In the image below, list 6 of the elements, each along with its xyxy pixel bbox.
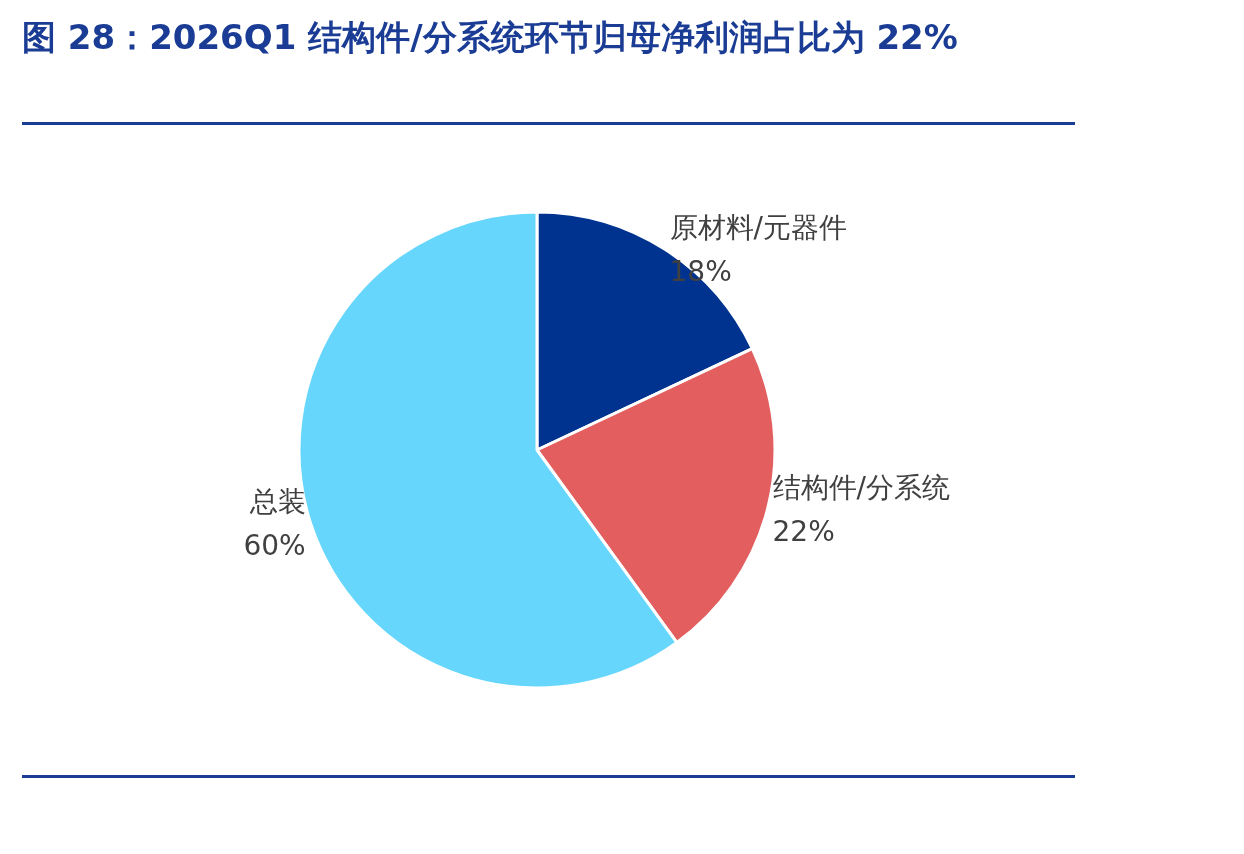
data-label: 22% [772,514,835,548]
data-label: 60% [243,529,306,563]
slice-label: 总装 [248,485,306,519]
slice-label: 结构件/分系统 [772,470,950,504]
slice-label: 原材料/元器件 [669,210,847,244]
chart-title: 图 28：2026Q1 结构件/分系统环节归母净利润占比为 22% [22,16,959,59]
